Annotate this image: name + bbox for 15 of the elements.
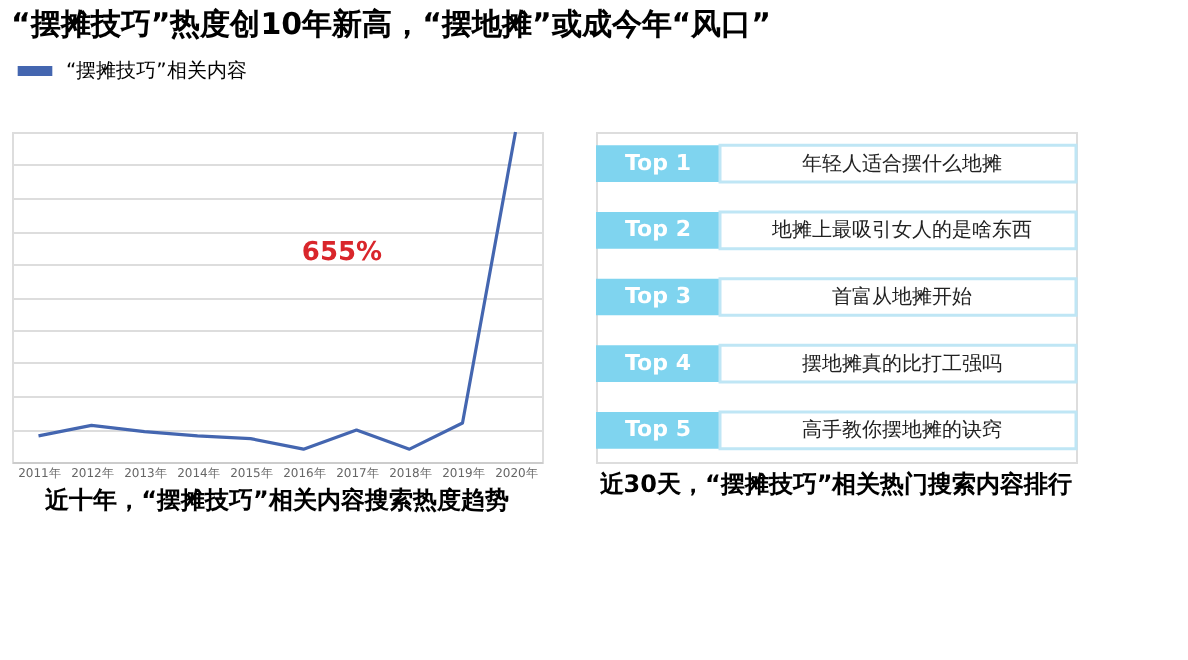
- category-label: Top 5: [625, 416, 691, 443]
- text: 首富从地摊开始: [832, 285, 972, 309]
- chart-title: “摆摊技巧”热度创10年新高，“摆地摊”或成今年“风口”: [11, 6, 772, 42]
- category-label: Top 3: [625, 283, 691, 309]
- text: 高手教你摆地摊的诀窍: [802, 418, 1002, 443]
- annotation: 655%: [301, 238, 383, 268]
- category-label: Top 4: [625, 349, 692, 376]
- category-label: Top 2: [625, 216, 691, 243]
- text: 摆地摊真的比打工强吗: [802, 351, 1002, 376]
- category-label: Top 1: [625, 149, 691, 176]
- legend-label: “摆摊技巧”相关内容: [66, 59, 247, 83]
- text: 地摊上最吸引女人的是啥东西: [770, 218, 1032, 243]
- text: 近30天，“摆摊技巧”相关热门搜索内容排行: [597, 470, 1073, 498]
- text: 近十年，“摆摊技巧”相关内容搜索热度趋势: [43, 486, 509, 514]
- text: 年轻人适合摆什么地摊: [802, 151, 1002, 176]
